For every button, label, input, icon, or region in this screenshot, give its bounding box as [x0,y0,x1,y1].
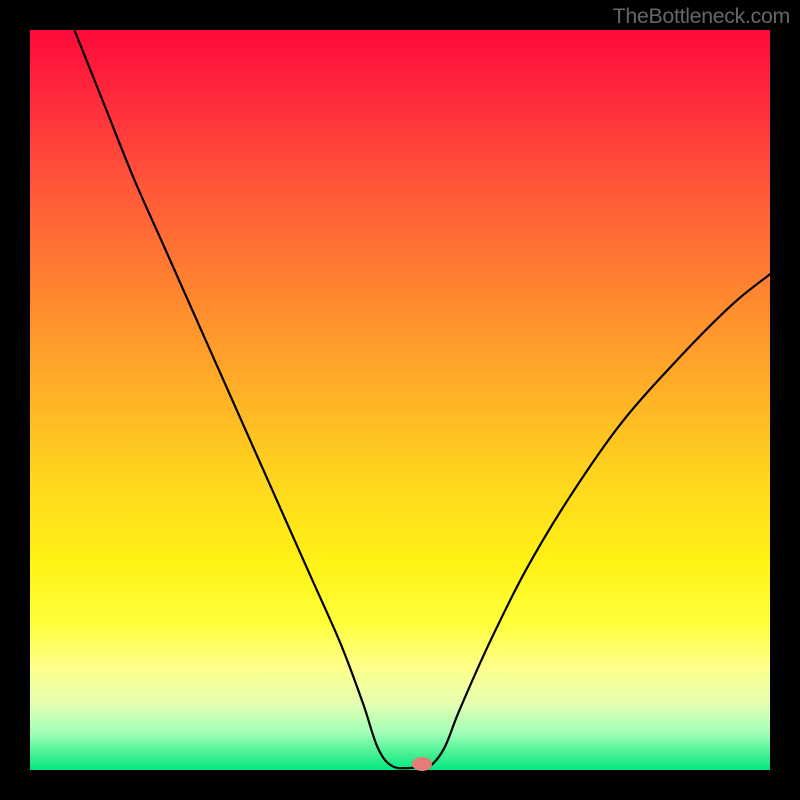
curve-path [74,30,770,768]
bottleneck-curve [30,30,770,770]
optimum-marker [412,757,432,771]
watermark-text: TheBottleneck.com [613,4,790,29]
chart-plot-area [30,30,770,770]
